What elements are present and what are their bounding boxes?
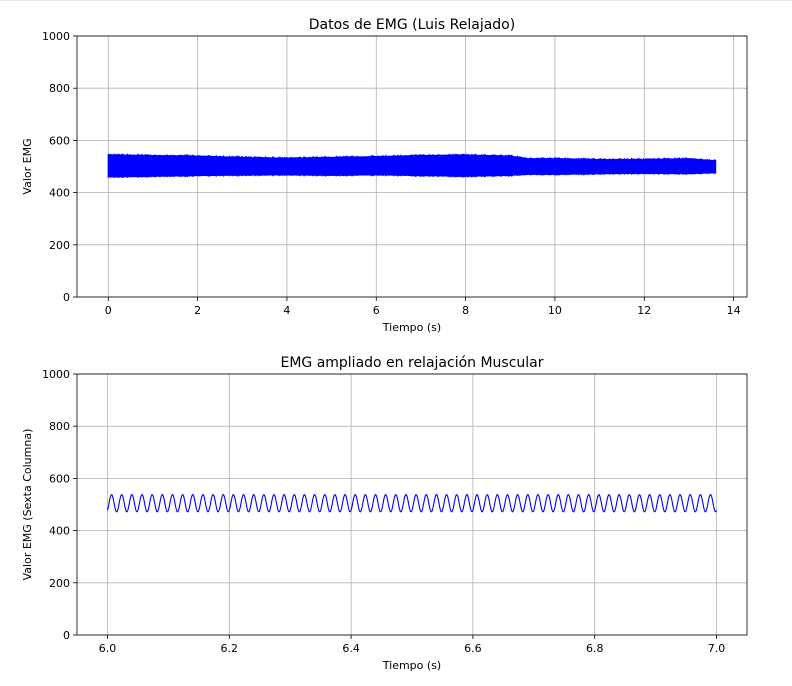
x-tick-label: 14 bbox=[727, 304, 741, 317]
x-tick-label: 2 bbox=[194, 304, 201, 317]
y-tick-label: 0 bbox=[63, 629, 70, 642]
x-tick-label: 6.0 bbox=[99, 642, 117, 655]
y-tick-label: 600 bbox=[49, 134, 70, 147]
y-tick-label: 600 bbox=[49, 472, 70, 485]
y-tick-label: 1000 bbox=[42, 368, 70, 381]
y-tick-label: 0 bbox=[63, 291, 70, 304]
y-tick-label: 400 bbox=[49, 525, 70, 538]
x-tick-label: 12 bbox=[637, 304, 651, 317]
top-divider bbox=[0, 0, 792, 1]
x-tick-label: 10 bbox=[548, 304, 562, 317]
y-tick-label: 800 bbox=[49, 82, 70, 95]
x-tick-label: 6.4 bbox=[342, 642, 360, 655]
y-axis-label: Valor EMG bbox=[21, 138, 34, 194]
y-axis-label: Valor EMG (Sexta Columna) bbox=[21, 429, 34, 581]
emg-signal-line bbox=[107, 153, 716, 178]
x-tick-label: 4 bbox=[283, 304, 290, 317]
plot-frame bbox=[76, 373, 748, 636]
y-tick-label: 800 bbox=[49, 420, 70, 433]
x-axis-label: Tiempo (s) bbox=[382, 321, 441, 334]
y-tick-label: 200 bbox=[49, 577, 70, 590]
x-tick-label: 6.6 bbox=[464, 642, 482, 655]
x-tick-label: 7.0 bbox=[708, 642, 726, 655]
x-tick-label: 6 bbox=[373, 304, 380, 317]
chart-panel-1: 0 2 4 6 8 10 12 14 0 200 400 600 800 1000 Datos de EMG… bbox=[21, 17, 748, 334]
x-tick-label: 6.2 bbox=[221, 642, 239, 655]
y-tick-label: 1000 bbox=[42, 30, 70, 43]
chart-title: EMG ampliado en relajación Muscular bbox=[280, 355, 543, 371]
chart-title: Datos de EMG (Luis Relajado) bbox=[309, 17, 515, 33]
emg-zoomed-signal-line bbox=[106, 493, 718, 513]
chart-panel-2: 6.0 6.2 6.4 6.6 6.8 7.0 0 200 400 600 800 1000 EMG a… bbox=[21, 355, 748, 672]
x-axis-label: Tiempo (s) bbox=[382, 659, 441, 672]
plot-frame bbox=[76, 35, 748, 298]
y-tick-label: 200 bbox=[49, 239, 70, 252]
x-tick-label: 8 bbox=[462, 304, 469, 317]
x-tick-label: 6.8 bbox=[586, 642, 604, 655]
y-tick-label: 400 bbox=[49, 187, 70, 200]
x-tick-label: 0 bbox=[105, 304, 112, 317]
